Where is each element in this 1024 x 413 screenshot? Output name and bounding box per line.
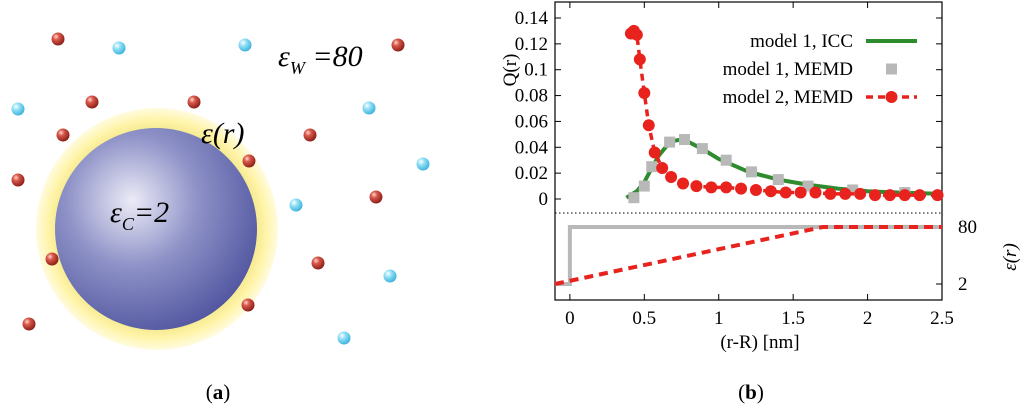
- legend-swatch-model-1-memd: [886, 63, 897, 75]
- x-tick-label: 1.5: [781, 308, 805, 329]
- core-permittivity-label: εC=2: [110, 196, 169, 234]
- data-point-model-2-memd: [913, 189, 926, 202]
- data-point-model-2-memd: [633, 53, 646, 66]
- cation: [242, 154, 256, 168]
- legend-label: model 2, MEMD: [723, 87, 853, 108]
- data-point-model-2-memd: [705, 181, 718, 194]
- x-axis-label: (r-R) [nm]: [720, 332, 799, 353]
- eps-tick-label: 2: [958, 274, 968, 295]
- panel-a: εW =80 ε(r) εC=2 (a): [11, 32, 430, 404]
- panel-a-caption: (a): [206, 380, 231, 404]
- anion: [11, 102, 25, 116]
- data-point-model-2-memd: [931, 189, 944, 202]
- data-point-model-1-memd: [638, 180, 650, 192]
- series-line-model-2-memd: [629, 28, 938, 197]
- y-tick-label: 0.06: [515, 111, 548, 132]
- x-tick-label: 0: [565, 308, 575, 329]
- data-point-model-2-memd: [690, 180, 703, 193]
- data-point-model-2-memd: [779, 186, 792, 199]
- data-point-model-2-memd: [648, 146, 661, 159]
- data-point-model-2-memd: [883, 189, 896, 202]
- data-point-model-1-memd: [646, 161, 658, 173]
- anion: [337, 331, 351, 345]
- data-point-model-2-memd: [794, 186, 807, 199]
- cation: [303, 128, 317, 142]
- y-tick-label: 0.08: [515, 86, 548, 107]
- data-point-model-1-memd: [664, 136, 676, 148]
- cation: [85, 95, 99, 109]
- x-tick-label: 1: [714, 308, 724, 329]
- data-point-model-1-memd: [745, 166, 757, 178]
- eps-tick-label: 80: [958, 217, 977, 238]
- y-tick-label: 0: [539, 189, 549, 210]
- data-point-model-2-memd: [854, 187, 867, 200]
- x-tick-label: 2.5: [930, 308, 954, 329]
- data-point-model-2-memd: [638, 86, 651, 99]
- eps-profile-model-1: [555, 225, 942, 286]
- y-tick-label: 0.02: [515, 163, 548, 184]
- y-tick-label: 0.1: [524, 60, 548, 81]
- eps-profile-model-2: [554, 225, 942, 286]
- data-point-model-2-memd: [824, 187, 837, 200]
- plot-frame: [554, 1, 943, 301]
- x-tick-label: 2: [863, 308, 873, 329]
- x-tick-label: 0.5: [632, 308, 656, 329]
- y-tick-label: 0.12: [515, 34, 548, 55]
- anion: [362, 101, 376, 115]
- legend-marker-model-2-memd: [885, 91, 898, 103]
- y-tick-label: 0.14: [515, 8, 549, 29]
- ion-layer: [11, 32, 430, 345]
- core-sphere: [55, 128, 257, 330]
- anion: [289, 198, 303, 212]
- y-tick-label: 0.04: [515, 137, 549, 158]
- panel-b-caption: (b): [738, 380, 764, 404]
- anion: [416, 157, 430, 171]
- cation: [187, 95, 201, 109]
- data-point-model-2-memd: [677, 177, 690, 190]
- data-point-model-1-memd: [678, 134, 690, 146]
- data-point-model-1-memd: [628, 192, 640, 204]
- data-point-model-1-memd: [802, 180, 814, 192]
- shell-permittivity-label: ε(r): [201, 117, 244, 150]
- eps-axis-label: ε(r): [1000, 243, 1021, 271]
- cation: [369, 190, 383, 204]
- data-point-model-2-memd: [869, 189, 882, 202]
- cation: [391, 38, 405, 52]
- data-point-model-2-memd: [720, 181, 733, 194]
- data-point-model-1-memd: [847, 184, 859, 196]
- data-point-model-2-memd: [665, 171, 678, 184]
- anion: [238, 38, 252, 52]
- cation: [22, 317, 36, 331]
- legend-label: model 1, ICC: [750, 31, 853, 52]
- anion: [383, 269, 397, 283]
- data-point-model-2-memd: [898, 189, 911, 202]
- cation: [51, 32, 65, 46]
- cation: [45, 252, 59, 266]
- data-point-model-2-memd: [656, 161, 669, 174]
- data-point-model-1-memd: [696, 143, 708, 155]
- data-point-model-2-memd: [630, 28, 643, 41]
- cation: [241, 298, 255, 312]
- chart-area: 00.020.040.060.080.10.120.140 0.5 1 1.5 2 2.5…: [500, 1, 1021, 353]
- cation: [11, 173, 25, 187]
- data-point-model-1-memd: [720, 154, 732, 166]
- anion: [112, 41, 126, 55]
- cation: [311, 256, 325, 270]
- water-permittivity-label: εW =80: [278, 40, 363, 78]
- data-point-model-2-memd: [839, 187, 852, 200]
- panel-b: 00.020.040.060.080.10.120.140 0.5 1 1.5 2 2.5…: [500, 1, 1021, 404]
- data-point-model-2-memd: [642, 119, 655, 132]
- data-point-model-2-memd: [809, 186, 822, 199]
- data-point-model-2-memd: [764, 185, 777, 198]
- data-point-model-1-memd: [772, 174, 784, 186]
- data-point-model-2-memd: [749, 183, 762, 196]
- y-axis-label: Q(r): [500, 54, 521, 87]
- legend-label: model 1, MEMD: [723, 59, 853, 80]
- cation: [56, 128, 70, 142]
- data-point-model-2-memd: [735, 182, 748, 195]
